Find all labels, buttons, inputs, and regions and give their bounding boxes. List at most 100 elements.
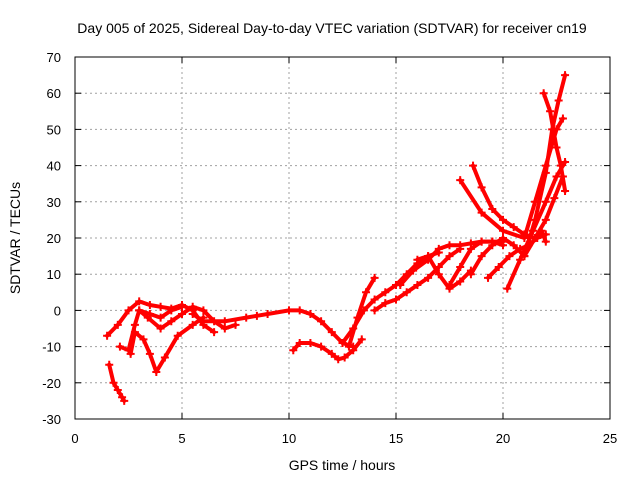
data-point-marker: [499, 234, 507, 242]
data-point-marker: [199, 306, 208, 315]
data-point-marker: [317, 342, 326, 351]
data-point-marker: [370, 273, 379, 282]
data-point-marker: [145, 300, 154, 309]
data-point-marker: [445, 252, 454, 261]
data-point-marker: [445, 281, 454, 290]
data-point-marker: [357, 335, 366, 344]
data-point-marker: [434, 270, 443, 279]
data-point-marker: [466, 270, 475, 279]
data-point-marker: [124, 306, 133, 315]
y-tick-label: 0: [54, 303, 61, 318]
data-point-marker: [334, 355, 343, 364]
series-line-track-5: [137, 304, 238, 331]
data-point-marker: [488, 205, 497, 214]
data-point-marker: [327, 349, 336, 358]
data-point-marker: [531, 197, 540, 206]
data-point-marker: [413, 281, 422, 290]
data-point-marker: [160, 353, 169, 362]
data-point-marker: [550, 194, 559, 203]
data-point-marker: [541, 230, 550, 239]
data-point-marker: [556, 161, 565, 170]
data-point-marker: [152, 367, 161, 376]
data-point-marker: [558, 114, 567, 123]
data-series-group: [103, 71, 570, 405]
data-point-marker: [392, 295, 400, 304]
data-point-marker: [349, 346, 358, 355]
data-point-marker: [466, 244, 475, 253]
data-point-marker: [242, 313, 251, 322]
data-point-marker: [295, 306, 304, 315]
data-point-marker: [477, 252, 486, 261]
data-point-marker: [541, 161, 550, 170]
data-point-marker: [130, 328, 139, 337]
data-point-marker: [178, 310, 186, 319]
series-line-track-9: [346, 275, 377, 349]
data-point-marker: [499, 215, 507, 224]
data-point-marker: [220, 324, 229, 333]
data-point-marker: [477, 183, 486, 192]
data-point-marker: [546, 107, 555, 116]
data-point-marker: [135, 306, 144, 315]
data-point-marker: [231, 320, 240, 329]
data-point-marker: [456, 241, 465, 250]
data-point-marker: [541, 215, 550, 224]
data-point-marker: [413, 255, 422, 264]
y-tick-label: 50: [47, 122, 61, 137]
data-point-marker: [295, 338, 304, 347]
data-point-marker: [499, 226, 507, 235]
data-point-marker: [145, 349, 154, 358]
x-tick-label: 5: [178, 431, 185, 446]
data-point-marker: [156, 324, 165, 333]
data-point-marker: [477, 208, 486, 217]
data-point-marker: [381, 288, 390, 297]
data-point-marker: [120, 396, 129, 405]
x-tick-label: 20: [496, 431, 510, 446]
data-point-marker: [456, 262, 465, 271]
data-point-marker: [477, 237, 486, 246]
data-point-marker: [289, 346, 298, 355]
data-point-marker: [220, 317, 229, 326]
data-point-marker: [499, 241, 507, 250]
chart-title: Day 005 of 2025, Sidereal Day-to-day VTE…: [77, 20, 587, 36]
data-point-marker: [252, 311, 261, 320]
data-point-marker: [199, 317, 208, 326]
data-point-marker: [105, 360, 114, 369]
y-tick-label: -30: [42, 412, 61, 427]
y-axis-label: SDTVAR / TECUs: [7, 182, 23, 294]
data-point-marker: [561, 71, 570, 80]
data-point-marker: [126, 349, 135, 358]
y-tick-label: 60: [47, 86, 61, 101]
data-point-marker: [528, 226, 537, 235]
series-line-track-18: [505, 160, 568, 291]
data-point-marker: [188, 302, 197, 311]
data-point-marker: [156, 313, 165, 322]
data-point-marker: [520, 230, 529, 239]
data-point-marker: [115, 342, 124, 351]
data-point-marker: [344, 342, 353, 351]
data-point-marker: [484, 273, 493, 282]
data-point-marker: [135, 297, 144, 306]
data-point-marker: [488, 241, 497, 250]
data-point-marker: [353, 313, 362, 322]
data-point-marker: [456, 176, 465, 185]
x-tick-label: 0: [71, 431, 78, 446]
data-point-marker: [317, 317, 326, 326]
data-point-marker: [434, 244, 443, 253]
data-point-marker: [188, 310, 197, 319]
series-line-track-3: [117, 304, 184, 353]
data-point-marker: [113, 386, 122, 395]
data-point-marker: [370, 295, 379, 304]
data-point-marker: [285, 306, 293, 315]
data-point-marker: [554, 96, 563, 105]
data-point-marker: [362, 288, 371, 297]
data-point-marker: [143, 313, 152, 322]
y-tick-label: -20: [42, 376, 61, 391]
data-point-marker: [494, 262, 503, 271]
y-tick-label: 70: [47, 50, 61, 65]
data-point-marker: [306, 310, 315, 319]
data-point-marker: [541, 237, 550, 246]
x-tick-label: 25: [603, 431, 617, 446]
data-point-marker: [263, 310, 272, 319]
y-tick-label: 20: [47, 231, 61, 246]
data-point-marker: [178, 302, 186, 311]
